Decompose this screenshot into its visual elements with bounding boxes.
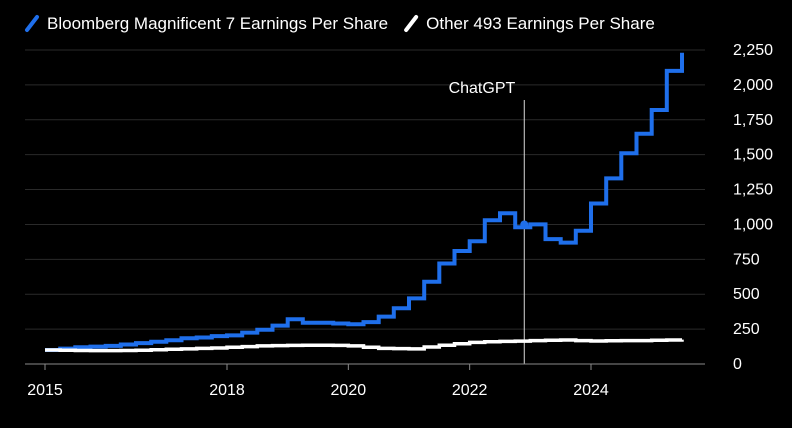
axis-layer: 0 250 500 750 1,000 1,250 1,500 1,750 2,000 2,250… <box>25 42 773 399</box>
y-tick-label: 0 <box>733 356 742 373</box>
legend-label: Other 493 Earnings Per Share <box>426 14 655 33</box>
series-line-magnificent-7 <box>45 52 684 352</box>
legend-swatch <box>404 15 419 32</box>
legend: Bloomberg Magnificent 7 Earnings Per Sha… <box>25 14 655 33</box>
y-tick-label: 750 <box>733 251 760 268</box>
x-tick-label: 2022 <box>452 382 488 399</box>
y-tick-label: 2,250 <box>733 42 773 59</box>
x-tick-label: 2018 <box>209 382 245 399</box>
y-tick-label: 1,250 <box>733 182 773 199</box>
y-tick-label: 1,750 <box>733 112 773 129</box>
y-tick-label: 1,500 <box>733 147 773 164</box>
legend-label: Bloomberg Magnificent 7 Earnings Per Sha… <box>47 14 388 33</box>
y-tick-label: 500 <box>733 286 760 303</box>
x-tick-label: 2015 <box>27 382 63 399</box>
x-tick-label: 2024 <box>573 382 609 399</box>
y-tick-label: 2,000 <box>733 77 773 94</box>
x-tick-label: 2020 <box>331 382 367 399</box>
series-layer <box>45 52 684 353</box>
series-line-other-493 <box>45 338 684 353</box>
y-tick-label: 1,000 <box>733 216 773 233</box>
legend-item: Bloomberg Magnificent 7 Earnings Per Sha… <box>25 14 388 33</box>
y-tick-label: 250 <box>733 321 760 338</box>
legend-item: Other 493 Earnings Per Share <box>404 14 655 33</box>
grid-layer <box>25 49 705 330</box>
annotation-label: ChatGPT <box>449 80 516 97</box>
legend-swatch <box>25 15 39 32</box>
